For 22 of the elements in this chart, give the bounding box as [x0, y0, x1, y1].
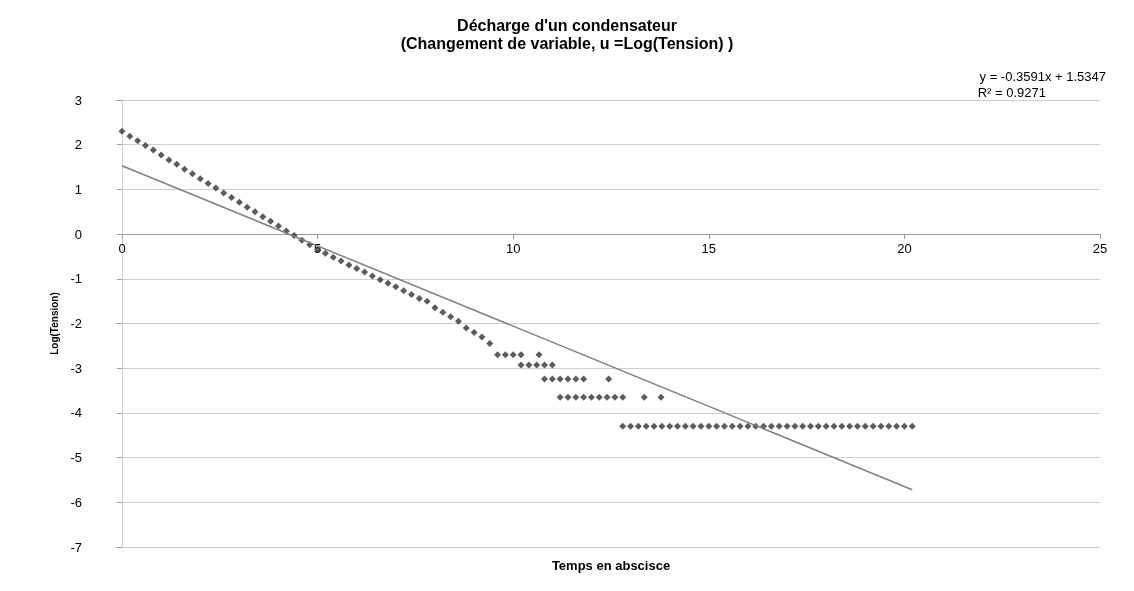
y-tick-label: 2	[74, 137, 82, 153]
x-tick-label: 10	[505, 241, 521, 257]
y-axis-title: Log(Tension)	[49, 292, 61, 355]
chart-title: Décharge d'un condensateur	[457, 16, 677, 34]
x-axis-title: Temps en abscisce	[551, 558, 671, 573]
chart-subtitle: (Changement de variable, u =Log(Tension) )	[400, 34, 734, 52]
y-tick-label: -7	[70, 539, 82, 555]
y-tick-label: 0	[74, 226, 82, 242]
y-tick-label: -4	[70, 405, 82, 421]
x-tick-label: 0	[118, 241, 126, 257]
y-tick-label: -5	[70, 450, 82, 466]
y-tick-label: -3	[70, 360, 82, 376]
text: y = -0.3591x + 1.5347	[979, 69, 1106, 84]
x-tick-label: 15	[701, 241, 717, 257]
y-tick-label: -2	[70, 316, 82, 331]
text: R² = 0.9271	[977, 85, 1046, 100]
y-tick-label: 1	[74, 181, 82, 197]
x-tick-label: 20	[897, 241, 912, 257]
y-tick-label: 3	[74, 92, 82, 108]
x-tick-label: 25	[1092, 241, 1108, 257]
y-tick-label: -1	[70, 271, 82, 287]
y-tick-label: -6	[70, 494, 82, 510]
